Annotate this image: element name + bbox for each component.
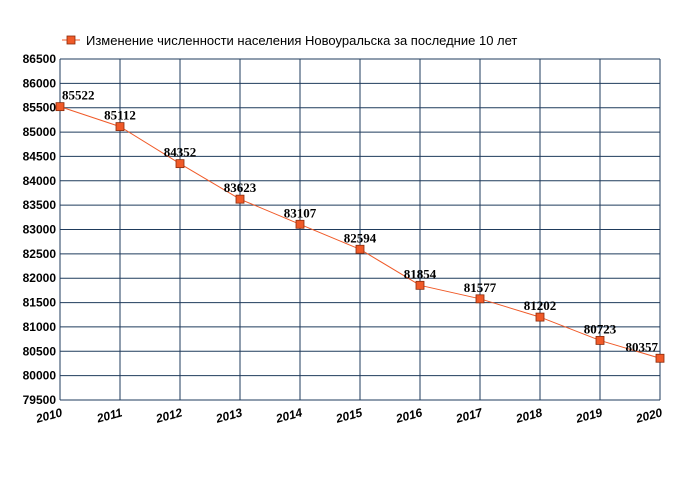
x-tick-label: 2016 [393, 405, 424, 426]
data-label: 84352 [164, 145, 197, 160]
x-tick-label: 2017 [453, 405, 485, 426]
y-axis-ticks: 79500 80000 80500 81000 81500 82000 82500 83000… [23, 52, 57, 407]
y-tick-label: 82500 [23, 247, 57, 261]
y-tick-label: 80000 [23, 369, 57, 383]
data-point [295, 219, 305, 229]
data-label: 85112 [104, 108, 136, 123]
y-tick-label: 85500 [23, 101, 57, 115]
data-label: 85522 [62, 88, 95, 103]
y-tick-label: 84500 [23, 149, 57, 163]
data-point [355, 244, 365, 254]
data-label: 81577 [464, 280, 497, 295]
y-tick-label: 80500 [23, 344, 57, 358]
y-tick-label: 81500 [23, 296, 57, 310]
data-label: 82594 [344, 230, 377, 245]
y-tick-label: 83000 [23, 223, 57, 237]
data-point [115, 122, 125, 132]
grid [59, 58, 661, 401]
y-tick-label: 86000 [23, 76, 57, 90]
x-tick-label: 2011 [94, 405, 124, 426]
y-tick-label: 79500 [23, 393, 57, 407]
y-tick-label: 83500 [23, 198, 57, 212]
x-tick-label: 2014 [273, 405, 304, 426]
data-point [475, 294, 485, 304]
data-label: 83623 [224, 180, 257, 195]
data-markers [55, 102, 665, 363]
legend-marker-icon [66, 35, 76, 45]
data-point [655, 353, 665, 363]
x-tick-label: 2019 [573, 405, 604, 426]
data-label: 81854 [404, 266, 437, 281]
legend-entry: Изменение численности населения Новоурал… [86, 33, 517, 48]
x-tick-label: 2018 [513, 405, 544, 426]
y-tick-label: 84000 [23, 174, 57, 188]
data-label: 83107 [284, 205, 317, 220]
data-point [55, 102, 65, 112]
data-point [415, 280, 425, 290]
data-labels: 85522 85112 84352 83623 83107 82594 81854 81577… [62, 88, 659, 355]
data-label: 80357 [626, 339, 659, 354]
legend: Изменение численности населения Новоурал… [62, 33, 517, 48]
y-tick-label: 85000 [23, 125, 57, 139]
x-axis-ticks: 2010 2011 2012 2013 2014 2015 2016 2017 2018 2019… [33, 405, 664, 426]
x-tick-label: 2015 [333, 405, 364, 426]
y-tick-label: 86500 [23, 52, 57, 66]
data-label: 80723 [584, 321, 617, 336]
data-label: 81202 [524, 298, 557, 313]
x-tick-label: 2010 [33, 405, 64, 426]
data-point [595, 336, 605, 345]
x-tick-label: 2013 [213, 405, 244, 426]
x-tick-label: 2012 [153, 405, 184, 426]
data-point [535, 312, 545, 322]
data-point [235, 194, 245, 204]
y-tick-label: 82000 [23, 271, 57, 285]
data-point [175, 159, 185, 169]
y-tick-label: 81000 [23, 320, 57, 334]
x-tick-label: 2020 [633, 405, 664, 426]
